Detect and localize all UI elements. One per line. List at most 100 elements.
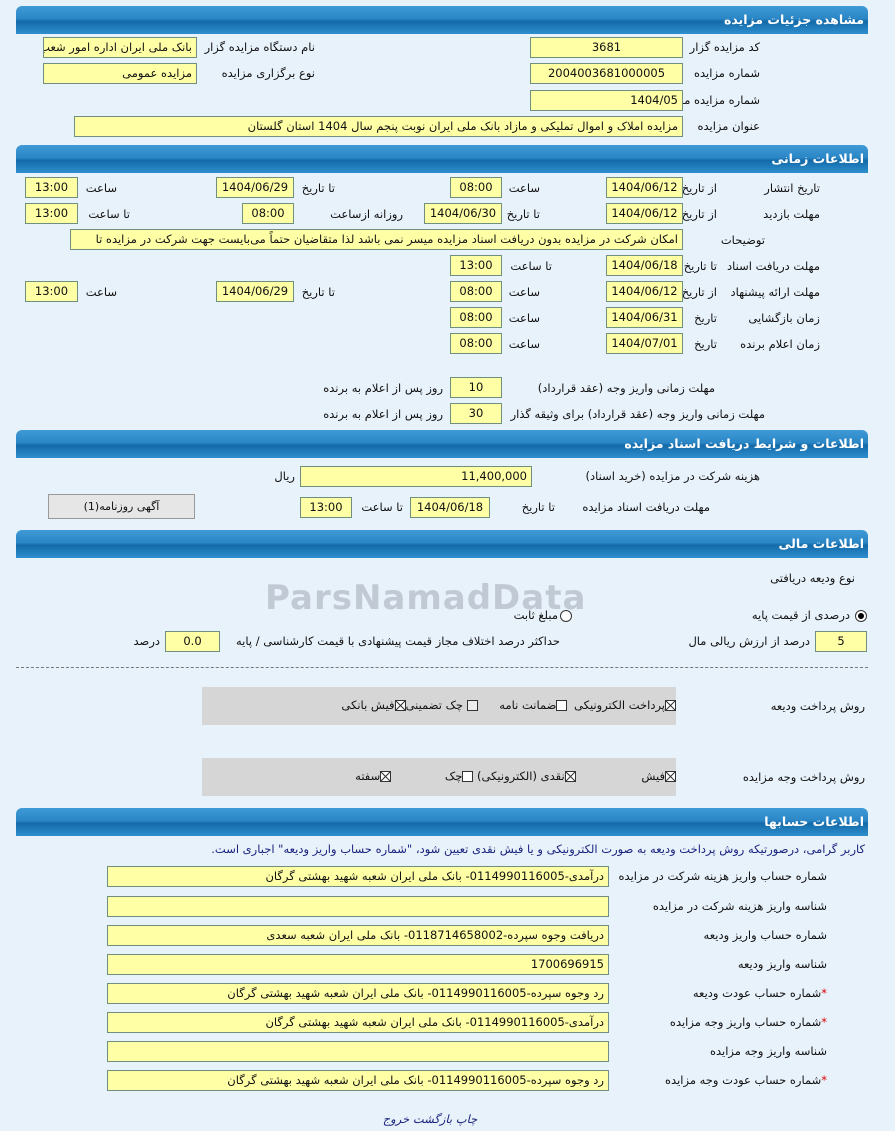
payment-method-promissory: سفته [355,769,381,783]
org-code-label: کد مزایده گزار [689,40,760,54]
doc-deadline-field: 1404/06/18 [606,255,683,276]
from-date-label: از تاریخ [681,285,717,299]
percent-suffix: درصد از ارزش ریالی مال [688,634,810,648]
title-label: عنوان مزایده [697,119,760,133]
auction-no-label: شماره مزایده [694,66,760,80]
account-label-text: شناسه واریز ودیعه [737,957,827,971]
title-field: مزایده املاک و اموال تملیکی و مازاد بانک… [74,116,683,137]
to-date-label: تا تاریخ [301,285,335,299]
account-row-label: *شماره حساب عودت ودیعه [693,983,827,1004]
payment-methods-box: فیش نقدی (الکترونیکی) چک سفته [202,758,676,796]
checkbox-cheque[interactable] [466,700,478,711]
account-label-text: شماره حساب عودت وجه مزایده [665,1073,822,1087]
checkbox-guarantee[interactable] [556,700,568,711]
deposit-type-label: نوع ودیعه دریافتی [770,571,855,585]
org-code-field: 3681 [530,37,683,58]
type-field: مزایده عمومی [43,63,197,84]
winner-label: زمان اعلام برنده [740,337,820,351]
visit-from-field: 1404/06/12 [606,203,683,224]
to-time-label: تا ساعت [88,207,130,221]
publish-label: تاریخ انتشار [764,181,820,195]
payment-method-slip: فیش [641,769,665,783]
checkbox-cheque-pay[interactable] [462,771,474,782]
doc-deadline-label: مهلت دریافت اسناد [727,259,820,273]
to-time-label: تا ساعت [510,259,552,273]
account-label-text: شماره حساب عودت ودیعه [692,986,822,1000]
time-label: ساعت [508,311,540,325]
offer-from-field: 1404/06/12 [606,281,683,302]
checkbox-promissory[interactable] [380,771,392,782]
doc-deadline-time-field: 13:00 [450,255,502,276]
account-row-field: 1700696915 [107,954,609,975]
account-row-label: شناسه واریز هزینه شرکت در مزایده [653,896,827,917]
max-diff-unit: درصد [133,634,160,648]
required-star: * [821,1015,827,1029]
pay2-suffix: روز پس از اعلام به برنده [323,407,443,421]
account-row-field: رد وجوه سپرده-0114990116005- بانک ملی ای… [107,983,609,1004]
required-star: * [821,1073,827,1087]
docs-deadline-date-field: 1404/06/18 [410,497,490,518]
account-row-label: *شماره حساب واریز وجه مزایده [670,1012,827,1033]
account-row-field: دریافت وجوه سپرده-0118714658002- بانک مل… [107,925,609,946]
checkbox-electronic[interactable] [665,700,676,711]
docs-deadline-label: مهلت دریافت اسناد مزایده [582,500,710,514]
offer-to-field: 1404/06/29 [216,281,294,302]
account-label-text: شماره حساب واریز ودیعه [703,928,827,942]
notes-label: توضیحات [720,233,765,247]
radio-fixed[interactable] [560,610,572,622]
opening-date-field: 1404/06/31 [606,307,683,328]
pay2-label: مهلت زمانی واریز وجه (عقد قرارداد) برای … [510,407,765,421]
checkbox-cash[interactable] [564,771,576,782]
fee-label: هزینه شرکت در مزایده (خرید اسناد) [585,469,761,483]
time-label: ساعت [508,181,540,195]
account-label-text: شناسه واریز هزینه شرکت در مزایده [652,899,827,913]
section-header-details: مشاهده جزئیات مزایده [16,6,868,34]
account-label-text: شماره حساب واریز وجه مزایده [669,1015,822,1029]
checkbox-bank-slip[interactable] [394,700,406,711]
account-row-label: شماره حساب واریز هزینه شرکت در مزایده [619,866,827,887]
visit-daily-from-field: 08:00 [242,203,294,224]
ref-no-field: 1404/05 [530,90,683,111]
back-link[interactable]: بازگشت [412,1112,453,1126]
max-diff-label: حداکثر درصد اختلاف مجاز قیمت پیشنهادی با… [235,634,560,648]
time-label: ساعت [508,285,540,299]
account-row-field [107,896,609,917]
checkbox-slip[interactable] [665,771,676,782]
opt-percent-label: درصدی از قیمت پایه [751,608,850,622]
pay1-label: مهلت زمانی واریز وجه (عقد قرارداد) [537,381,715,395]
print-link[interactable]: چاپ [455,1112,478,1126]
account-row-field: درآمدی-0114990116005- بانک ملی ایران شعب… [107,866,609,887]
account-row-field: رد وجوه سپرده-0114990116005- بانک ملی ای… [107,1070,609,1091]
publish-from-time-field: 08:00 [450,177,502,198]
account-row-field [107,1041,609,1062]
offer-label: مهلت ارائه پیشنهاد [730,285,820,299]
deposit-method-cheque: چک تضمینی [405,698,463,712]
footer-links: چاپ بازگشت خروج [0,1112,860,1126]
account-row-label: *شماره حساب عودت وجه مزایده [665,1070,827,1091]
visit-to-field: 1404/06/30 [424,203,502,224]
offer-to-time-field: 13:00 [25,281,78,302]
account-label-text: شماره حساب واریز هزینه شرکت در مزایده [618,869,827,883]
to-date-label: تا تاریخ [506,207,540,221]
newspaper-ad-button[interactable]: آگهی روزنامه(1) [48,494,195,519]
payment-method-label: روش پرداخت وجه مزایده [742,770,865,784]
org-name-field: بانک ملی ایران اداره امور شعب [43,37,197,58]
publish-from-field: 1404/06/12 [606,177,683,198]
time-label: ساعت [85,181,117,195]
exit-link[interactable]: خروج [382,1112,410,1126]
account-row-label: شماره حساب واریز ودیعه [704,925,827,946]
deposit-method-label: روش پرداخت ودیعه [770,699,865,713]
section-header-accounts: اطلاعات حسابها [16,808,868,836]
required-star: * [821,986,827,1000]
time-label: ساعت [508,337,540,351]
auction-no-field: 2004003681000005 [530,63,683,84]
payment-method-cheque: چک [444,769,463,783]
deposit-methods-box: پرداخت الکترونیکی ضمانت نامه چک تضمینی فی… [202,687,676,725]
section-header-time: اطلاعات زمانی [16,145,868,173]
visit-to-time-field: 13:00 [25,203,78,224]
winner-time-field: 08:00 [450,333,502,354]
section-header-docs: اطلاعات و شرایط دریافت اسناد مزایده [16,430,868,458]
radio-percent[interactable] [855,610,867,622]
account-label-text: شناسه واریز وجه مزایده [709,1044,827,1058]
from-date-label: از تاریخ [681,181,717,195]
